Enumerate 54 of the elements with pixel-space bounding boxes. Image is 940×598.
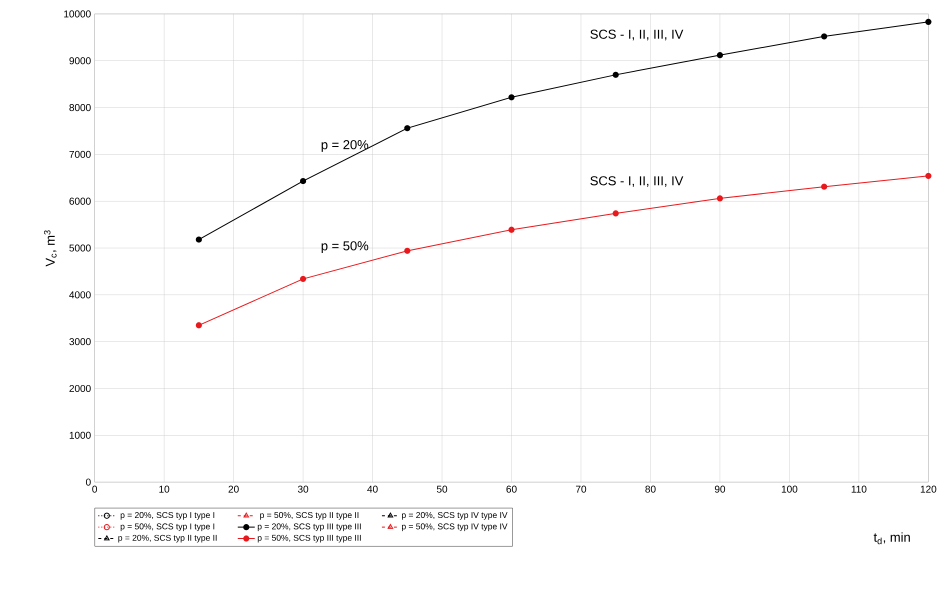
x-tick-label: 90 [714, 486, 726, 493]
y-axis-title: V$_{c}$, m$^{3}$ [44, 230, 57, 267]
point [508, 94, 515, 101]
point [404, 248, 410, 254]
y-tick-label: 8000 [69, 104, 91, 112]
y-tick-label: 0 [86, 478, 91, 486]
x-tick-label: 10 [159, 486, 170, 493]
x-tick-label: 120 [920, 486, 936, 493]
y-tick-label: 7000 [69, 151, 91, 158]
y-tick-label: 9000 [69, 57, 91, 64]
x-tick-label: 80 [645, 486, 656, 493]
y-tick-label: 6000 [69, 198, 91, 205]
legend-label: p = 20%, SCS typ I type I [120, 512, 214, 520]
x-tick-label: 40 [367, 486, 378, 493]
point [821, 33, 828, 40]
annotation: SCS - I, II, III, IV [590, 30, 684, 41]
x-tick-label: 30 [298, 486, 308, 493]
point [612, 72, 619, 78]
point [196, 236, 202, 243]
y-tick-label: 5000 [69, 244, 91, 252]
legend-label: p = 50%, SCS typ II type II [260, 512, 358, 520]
legend-label: p = 20%, SCS typ III type III [258, 524, 361, 532]
point [508, 226, 515, 234]
legend-label: p = 20%, SCS typ IV type IV [402, 512, 508, 520]
point [821, 184, 828, 190]
x-tick-label: 100 [782, 486, 798, 493]
x-tick-label: 110 [852, 486, 866, 493]
x-tick-label: 60 [506, 486, 517, 493]
y-tick-label: 3000 [69, 338, 91, 346]
point [716, 52, 724, 58]
legend-label: p = 50%, SCS typ I type I [120, 524, 214, 532]
legend-label: p = 50%, SCS typ III type III [258, 535, 361, 543]
y-tick-label: 10000 [64, 10, 91, 18]
point [404, 125, 410, 132]
point [300, 276, 306, 282]
y-tick-label: 4000 [69, 291, 91, 299]
legend-label: p = 20%, SCS typ II type II [118, 535, 217, 543]
x-tick-label: 70 [576, 486, 586, 493]
point [196, 322, 202, 329]
annotation: p = 50% [322, 241, 368, 254]
x-axis-title: t$_{d}$, min [874, 532, 910, 544]
x-tick-label: 50 [436, 486, 448, 493]
point [925, 18, 932, 26]
point [716, 195, 724, 202]
point [300, 178, 306, 184]
y-tick-label: 1000 [70, 432, 91, 439]
y-tick-label: 2000 [69, 385, 91, 392]
point [612, 210, 619, 217]
annotation: p = 20% [322, 140, 368, 152]
annotation: SCS - I, II, III, IV [590, 176, 684, 188]
x-tick-label: 0 [92, 486, 98, 493]
point [925, 173, 932, 180]
legend-label: p = 50%, SCS typ IV type IV [402, 524, 508, 532]
x-tick-label: 20 [228, 486, 239, 493]
